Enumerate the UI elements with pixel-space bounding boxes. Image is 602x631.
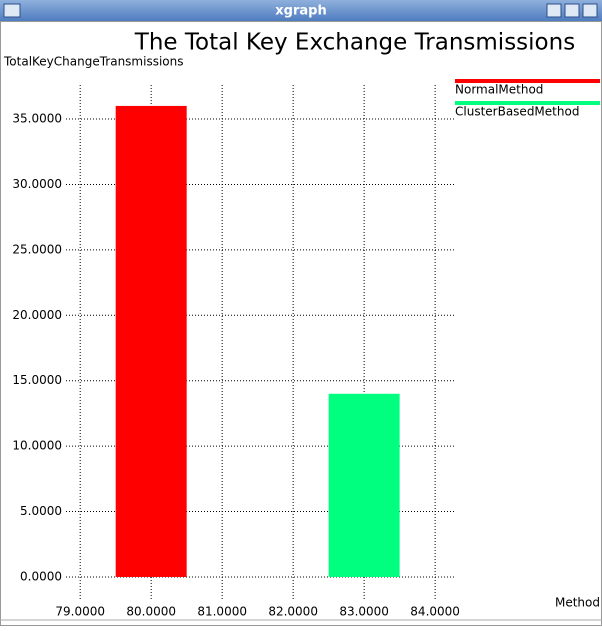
x-tick-label: 81.0000 xyxy=(197,605,247,619)
chart-title: The Total Key Exchange Transmissions xyxy=(134,30,575,56)
title-bar xyxy=(0,0,602,21)
x-axis-label: Method xyxy=(555,596,600,610)
x-tick-label: 79.0000 xyxy=(55,605,105,619)
bar xyxy=(115,105,187,577)
y-tick-label: 30.0000 xyxy=(12,177,62,191)
legend-label: NormalMethod xyxy=(455,83,543,97)
x-tick-label: 84.0000 xyxy=(410,605,460,619)
y-axis-label: TotalKeyChangeTransmissions xyxy=(3,55,184,69)
y-tick-label: 15.0000 xyxy=(12,373,62,387)
y-tick-label: 10.0000 xyxy=(12,439,62,453)
y-tick-label: 20.0000 xyxy=(12,308,62,322)
x-tick-label: 83.0000 xyxy=(339,605,389,619)
legend-label: ClusterBasedMethod xyxy=(455,105,579,119)
x-tick-label: 80.0000 xyxy=(126,605,176,619)
minimize-button[interactable] xyxy=(546,3,562,18)
y-tick-label: 25.0000 xyxy=(12,242,62,256)
window-menu-button[interactable] xyxy=(3,3,21,18)
y-tick-label: 5.0000 xyxy=(20,504,62,518)
y-tick-label: 35.0000 xyxy=(12,112,62,126)
close-button[interactable] xyxy=(582,3,598,18)
x-tick-label: 82.0000 xyxy=(268,605,318,619)
window-title: xgraph xyxy=(275,4,326,19)
bar xyxy=(328,393,400,577)
maximize-button[interactable] xyxy=(564,3,580,18)
y-tick-label: 0.0000 xyxy=(20,569,62,583)
